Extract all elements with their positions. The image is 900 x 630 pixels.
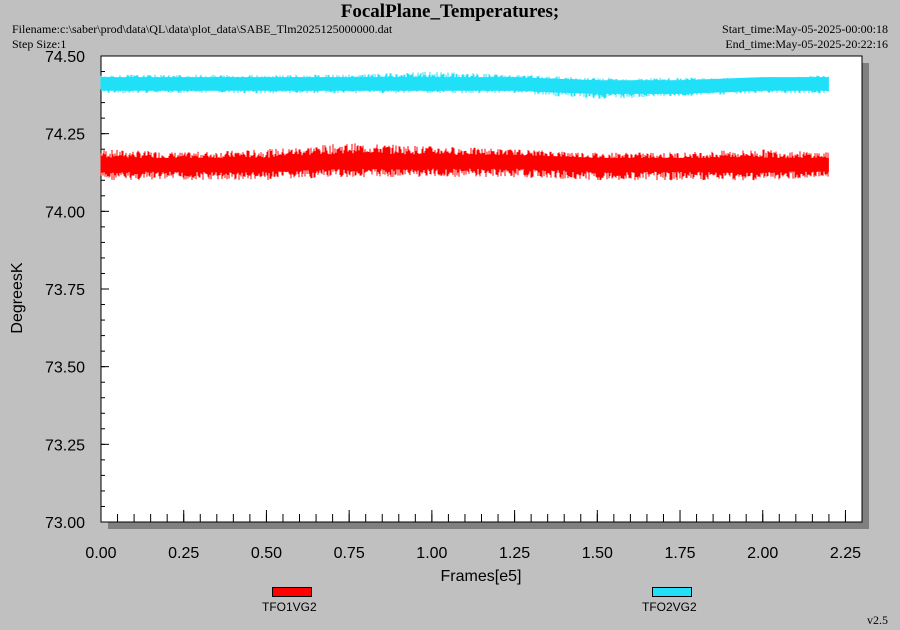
end-time-label: End_time:May-05-2025-20:22:16: [725, 37, 888, 51]
x-tick-label: 1.50: [582, 545, 613, 562]
y-tick-label: 73.25: [45, 437, 85, 454]
x-tick-label: 2.25: [830, 545, 861, 562]
filename-label: Filename:c:\saber\prod\data\QL\data\plot…: [12, 22, 393, 36]
y-tick-label: 74.50: [45, 49, 85, 66]
y-axis-label: DegreesK: [9, 262, 26, 333]
legend-label-tfo1vg2: TFO1VG2: [262, 600, 317, 614]
y-tick-label: 73.75: [45, 282, 85, 299]
legend-swatch-tfo2vg2: [652, 587, 692, 597]
series-tfo1vg2: [100, 143, 829, 181]
chart-title: FocalPlane_Temperatures;: [340, 1, 560, 22]
y-tick-label: 73.50: [45, 360, 85, 377]
series-noise: [100, 143, 829, 181]
x-tick-label: 2.00: [747, 545, 778, 562]
x-tick-label: 0.25: [168, 545, 199, 562]
step-size-label: Step Size:1: [12, 37, 67, 51]
legend-label-tfo2vg2: TFO2VG2: [642, 600, 697, 614]
x-tick-label: 1.25: [499, 545, 530, 562]
legend-swatch-tfo1vg2: [272, 587, 312, 597]
x-tick-label: 1.00: [416, 545, 447, 562]
series-tfo2vg2: [100, 71, 829, 99]
x-tick-label: 0.00: [85, 545, 116, 562]
y-tick-label: 74.25: [45, 127, 85, 144]
start-time-label: Start_time:May-05-2025-00:00:18: [722, 22, 888, 36]
plot-frame: [100, 55, 863, 523]
x-tick-label: 0.75: [334, 545, 365, 562]
y-tick-label: 73.00: [45, 515, 85, 532]
x-tick-label: 1.75: [664, 545, 695, 562]
y-tick-label: 74.00: [45, 204, 85, 221]
version-label: v2.5: [867, 613, 888, 627]
x-tick-label: 0.50: [251, 545, 282, 562]
x-axis-label: Frames[e5]: [441, 568, 522, 585]
series-noise: [100, 71, 829, 99]
